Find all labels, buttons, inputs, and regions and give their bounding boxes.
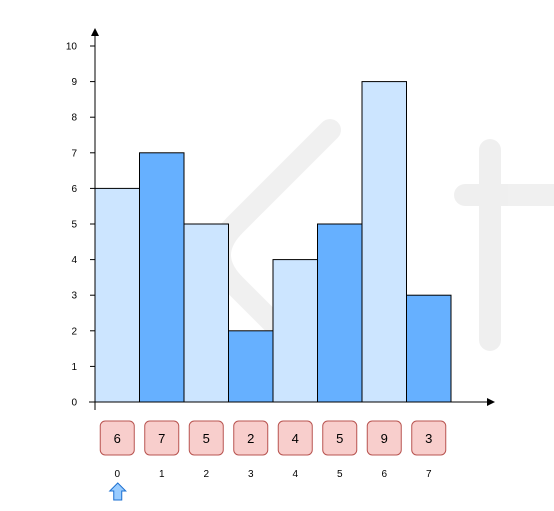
index-label-7: 7 xyxy=(426,469,432,480)
array-cell-box-6 xyxy=(366,420,402,456)
bar-3 xyxy=(228,330,274,403)
array-cell-value-6: 9 xyxy=(381,431,388,446)
array-cell-3: 2 xyxy=(233,420,269,456)
bar-0 xyxy=(94,187,140,403)
index-label-0: 0 xyxy=(114,469,120,480)
array-cell-value-1: 7 xyxy=(158,431,165,446)
bar-7 xyxy=(406,294,452,403)
y-tick-label-4: 4 xyxy=(71,255,77,266)
array-cell-value-0: 6 xyxy=(114,431,121,446)
array-cell-box-2 xyxy=(188,420,224,456)
array-cell-value-7: 3 xyxy=(425,431,432,446)
index-label-4: 4 xyxy=(292,469,298,480)
y-tick-label-1: 1 xyxy=(71,362,77,373)
array-cell-box-1 xyxy=(144,420,180,456)
y-tick-label-5: 5 xyxy=(71,220,77,231)
x-axis-arrowhead xyxy=(487,398,495,406)
index-label-1: 1 xyxy=(159,469,165,480)
array-cell-value-4: 4 xyxy=(292,431,299,446)
array-cell-5: 5 xyxy=(322,420,358,456)
y-tick-label-2: 2 xyxy=(71,326,77,337)
array-cell-7: 3 xyxy=(411,420,447,456)
index-label-5: 5 xyxy=(337,469,343,480)
bar-2 xyxy=(183,223,229,403)
bar-1 xyxy=(139,152,185,403)
array-cell-box-4 xyxy=(277,420,313,456)
array-cell-box-5 xyxy=(322,420,358,456)
y-tick-label-10: 10 xyxy=(66,42,78,53)
array-cell-box-7 xyxy=(411,420,447,456)
array-cell-value-2: 5 xyxy=(203,431,210,446)
index-label-2: 2 xyxy=(203,469,209,480)
y-tick-label-9: 9 xyxy=(71,77,77,88)
array-cell-1: 7 xyxy=(144,420,180,456)
pointer-group xyxy=(108,482,127,501)
y-tick-label-8: 8 xyxy=(71,113,77,124)
array-cells-group: 6 7 5 2 4 5 9 3 xyxy=(99,420,447,456)
bars-group xyxy=(94,81,452,403)
array-cell-6: 9 xyxy=(366,420,402,456)
array-cell-4: 4 xyxy=(277,420,313,456)
bar-5 xyxy=(317,223,363,403)
array-cell-value-3: 2 xyxy=(247,431,254,446)
up-arrow-icon xyxy=(108,482,127,501)
array-cell-2: 5 xyxy=(188,420,224,456)
y-tick-label-3: 3 xyxy=(71,291,77,302)
index-labels-group: 0 1 2 3 4 5 6 7 xyxy=(114,469,432,480)
y-axis-arrowhead xyxy=(91,28,99,36)
y-tick-label-6: 6 xyxy=(71,184,77,195)
bar-4 xyxy=(272,259,318,403)
bar-6 xyxy=(361,81,407,403)
y-tick-label-0: 0 xyxy=(71,398,77,409)
array-cell-value-5: 5 xyxy=(336,431,343,446)
array-cell-box-3 xyxy=(233,420,269,456)
array-cell-0: 6 xyxy=(99,420,135,456)
index-label-6: 6 xyxy=(381,469,387,480)
axes-group: 0 1 2 3 4 5 6 7 8 9 10 xyxy=(66,28,495,410)
index-label-3: 3 xyxy=(248,469,254,480)
array-cell-box-0 xyxy=(99,420,135,456)
y-tick-label-7: 7 xyxy=(71,148,77,159)
